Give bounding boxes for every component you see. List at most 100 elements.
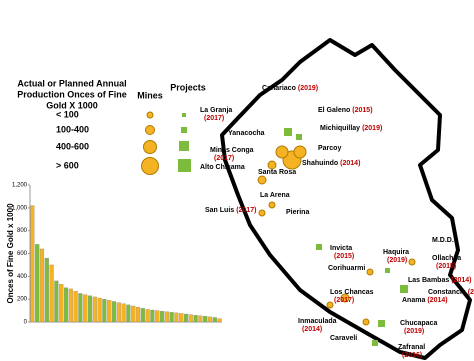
legend-title: Actual or Planned Annual	[17, 78, 126, 88]
place-label: Las Bambas (2014)	[408, 277, 471, 284]
y-tick-label: 800	[17, 228, 28, 234]
place-label: Cañariaco (2019)	[262, 85, 318, 92]
place-year: (2016)	[402, 352, 422, 359]
place-label: Chucapaca (2019)	[400, 320, 437, 335]
place-name: Invicta	[330, 245, 352, 252]
bar	[73, 291, 78, 323]
place-name: Shahuindo	[302, 160, 338, 167]
place-year: (2019)	[404, 328, 424, 335]
bar	[49, 264, 54, 323]
legend-size: 100-400	[56, 124, 89, 134]
place-name: M.D.D.	[432, 237, 454, 244]
place-name: Corihuarmi	[328, 265, 365, 272]
bar	[188, 314, 193, 323]
legend-mines: Mines	[137, 90, 163, 100]
place-label: Los Chancas (2017)	[330, 289, 374, 304]
place-label: Ollachea (2015)	[432, 255, 461, 270]
bar	[135, 307, 141, 323]
place-name: Alto Chicama	[200, 164, 245, 171]
bar	[111, 301, 117, 323]
place-name: Constancia	[428, 289, 466, 296]
bar	[140, 308, 145, 323]
place-name: Zafranal	[398, 344, 425, 351]
bar	[198, 315, 203, 323]
place-label: San Luis (2017)	[205, 207, 256, 214]
legend-title: Gold X 1000	[46, 100, 98, 110]
bar	[193, 314, 198, 323]
place-year: (2014)	[340, 160, 360, 167]
bar	[145, 309, 150, 323]
place-name: San Luis	[205, 207, 234, 214]
place-name: Anama	[402, 297, 425, 304]
place-year: (2017)	[236, 207, 256, 214]
place-name: El Galeno	[318, 107, 350, 114]
place-name: Michiquillay	[320, 125, 360, 132]
bar	[203, 316, 208, 323]
bar	[131, 305, 136, 323]
place-name: Haquira	[383, 249, 409, 256]
place-label: Michiquillay (2019)	[320, 125, 382, 132]
place-name: Caravelí	[330, 335, 358, 342]
place-year: (2015)	[468, 289, 474, 296]
bar	[207, 316, 213, 323]
bar	[30, 205, 35, 323]
legend-size: < 100	[56, 109, 79, 119]
place-name: Las Bambas	[408, 277, 449, 284]
place-name: Yanacocha	[228, 130, 265, 137]
bar	[107, 300, 112, 323]
bar	[212, 317, 217, 323]
place-label: Anama (2014)	[402, 297, 448, 304]
legend-size: 400-600	[56, 141, 89, 151]
bar	[68, 288, 73, 323]
legend-symbols	[141, 111, 191, 175]
place-name: Ollachea	[432, 255, 461, 262]
y-axis-label: Onces of Fine Gold x 1000	[6, 203, 15, 304]
legend-size: > 600	[56, 160, 79, 170]
y-tick-label: 1,200	[12, 183, 28, 189]
y-tick-label: 0	[24, 320, 28, 326]
bar	[126, 304, 131, 323]
bar	[159, 311, 165, 323]
bar	[97, 297, 102, 323]
bar	[78, 293, 83, 323]
bar	[83, 294, 88, 323]
place-name: Cañariaco	[262, 85, 296, 92]
place-label: Minas Conga (2017)	[210, 147, 254, 162]
bar	[63, 287, 69, 323]
legend-title: Production Onces of Fine	[17, 89, 127, 99]
place-label: Inmaculada (2014)	[298, 318, 337, 333]
y-tick-label: 600	[17, 251, 28, 257]
y-tick-label: 400	[17, 274, 28, 280]
bar	[35, 244, 40, 323]
place-name: Minas Conga	[210, 147, 254, 154]
y-tick-label: 1,000	[12, 205, 28, 211]
bar	[54, 280, 59, 323]
place-label: Constancia(2015)	[428, 289, 474, 296]
place-label: Yanacocha	[228, 130, 265, 137]
place-name: Pierina	[286, 209, 309, 216]
place-year: (2014)	[451, 277, 471, 284]
place-label: M.D.D.	[432, 237, 454, 244]
bar	[174, 312, 179, 323]
place-name: Los Chancas	[330, 289, 374, 296]
bar	[164, 311, 169, 323]
place-year: (2019)	[362, 125, 382, 132]
bar	[44, 257, 49, 323]
place-label: Santa Rosa	[258, 169, 296, 176]
place-label: La Arena	[260, 192, 290, 199]
bar	[87, 295, 93, 323]
place-name: La Arena	[260, 192, 290, 199]
bar	[116, 302, 121, 323]
place-name: Inmaculada	[298, 318, 337, 325]
place-year: (2015)	[436, 263, 456, 270]
bar	[179, 313, 184, 323]
place-label: Parcoy	[318, 145, 341, 152]
place-label: El Galeno (2015)	[318, 107, 373, 114]
peru-outline	[220, 38, 472, 360]
place-label: Zafranal (2016)	[398, 344, 425, 359]
bar	[217, 318, 222, 323]
bar	[39, 248, 45, 323]
place-year: (2015)	[352, 107, 372, 114]
bar	[102, 299, 107, 323]
bar	[183, 313, 189, 323]
